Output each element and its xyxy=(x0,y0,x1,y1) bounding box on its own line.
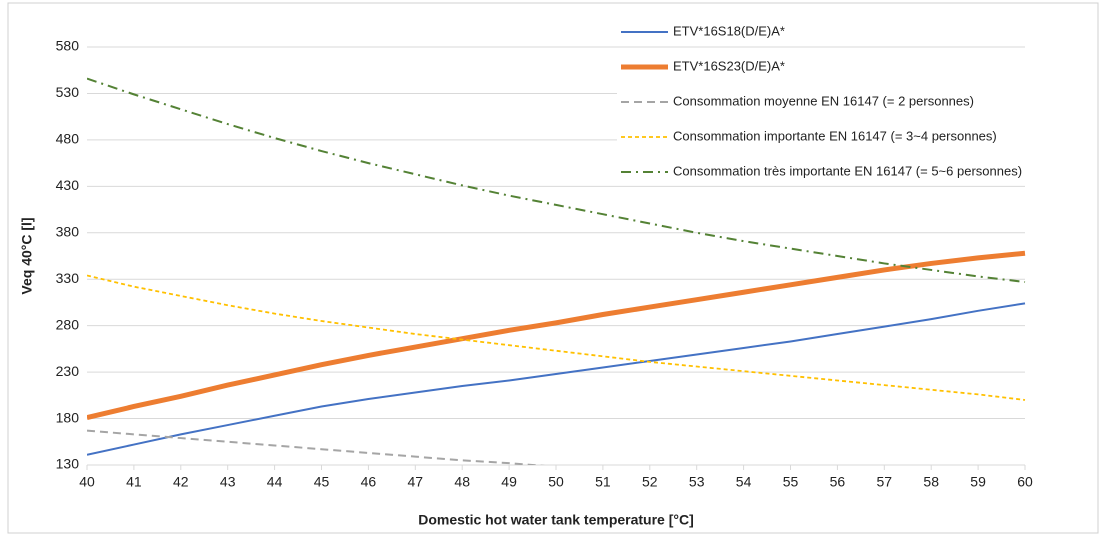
legend-background xyxy=(617,19,1092,45)
x-tick-label: 60 xyxy=(1017,474,1033,490)
y-tick-label: 280 xyxy=(56,316,80,332)
legend-label: ETV*16S23(D/E)A* xyxy=(673,58,785,73)
legend-background xyxy=(617,54,1092,80)
x-tick-label: 51 xyxy=(595,474,611,490)
legend-background xyxy=(617,159,1092,185)
y-tick-label: 430 xyxy=(56,177,80,193)
y-tick-label: 480 xyxy=(56,131,80,147)
x-tick-label: 45 xyxy=(314,474,330,490)
series-line xyxy=(87,274,1026,401)
legend-label: Consommation importante EN 16147 (= 3~4 … xyxy=(673,128,997,143)
x-tick-label: 42 xyxy=(173,474,189,490)
x-tick-label: 44 xyxy=(267,474,283,490)
legend-label: Consommation très importante EN 16147 (=… xyxy=(673,163,1022,178)
x-tick-label: 56 xyxy=(830,474,846,490)
x-tick-label: 58 xyxy=(923,474,939,490)
y-tick-label: 180 xyxy=(56,409,80,425)
x-tick-label: 41 xyxy=(126,474,142,490)
x-tick-label: 59 xyxy=(970,474,986,490)
x-tick-label: 40 xyxy=(79,474,95,490)
x-tick-label: 57 xyxy=(877,474,893,490)
x-tick-label: 54 xyxy=(736,474,752,490)
legend-background xyxy=(617,89,1092,115)
legend-label: ETV*16S18(D/E)A* xyxy=(673,23,785,38)
y-tick-label: 130 xyxy=(56,456,80,472)
chart-frame xyxy=(7,2,1099,534)
y-tick-label: 330 xyxy=(56,270,80,286)
x-tick-label: 48 xyxy=(454,474,470,490)
x-tick-label: 43 xyxy=(220,474,236,490)
y-tick-label: 380 xyxy=(56,223,80,239)
x-tick-label: 46 xyxy=(361,474,377,490)
x-tick-label: 55 xyxy=(783,474,799,490)
series-line xyxy=(87,77,1026,284)
x-tick-label: 50 xyxy=(548,474,564,490)
series-line xyxy=(87,302,1026,456)
legend-label: Consommation moyenne EN 16147 (= 2 perso… xyxy=(673,93,974,108)
x-tick-label: 47 xyxy=(408,474,424,490)
y-axis-label: Veq 40°C [l] xyxy=(19,217,35,294)
plot-area xyxy=(87,77,1026,465)
y-tick-label: 530 xyxy=(56,84,80,100)
series-line xyxy=(87,250,1026,421)
x-axis-label: Domestic hot water tank temperature [°C] xyxy=(418,512,694,528)
x-tick-label: 53 xyxy=(689,474,705,490)
x-tick-label: 52 xyxy=(642,474,658,490)
y-tick-label: 580 xyxy=(56,38,80,54)
y-tick-label: 230 xyxy=(56,363,80,379)
series-line xyxy=(87,429,546,465)
x-tick-label: 49 xyxy=(501,474,517,490)
legend-background xyxy=(617,124,1092,150)
